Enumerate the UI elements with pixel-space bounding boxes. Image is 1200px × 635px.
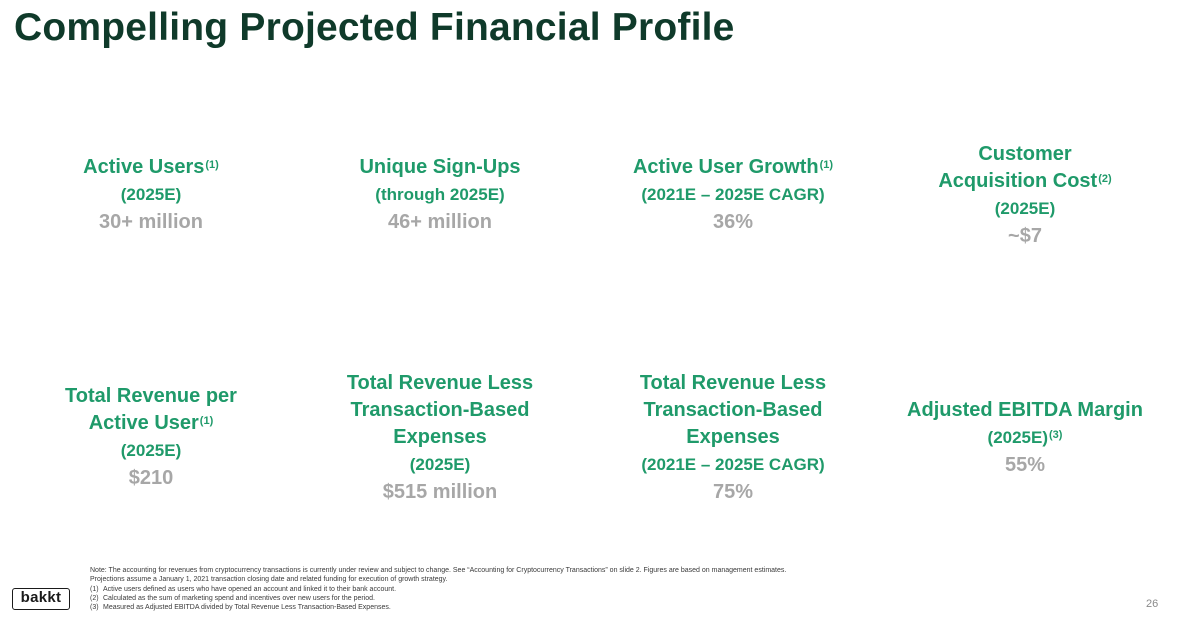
metric-revenue-per-user: Total Revenue per Active User(1) (2025E)… xyxy=(6,383,296,492)
footnote-item: (3) Measured as Adjusted EBITDA divided … xyxy=(90,603,1090,612)
metric-period: (2021E – 2025E CAGR) xyxy=(641,185,825,204)
page-title: Compelling Projected Financial Profile xyxy=(14,6,735,49)
metric-label: Active User Growth(1) xyxy=(632,156,834,178)
metric-label: Adjusted EBITDA Margin xyxy=(907,399,1143,421)
footnote-item: (2) Calculated as the sum of marketing s… xyxy=(90,594,1090,603)
metric-period: (2025E) xyxy=(120,185,182,204)
metric-active-users: Active Users(1) (2025E) 30+ million xyxy=(6,154,296,236)
metric-label-line: Total Revenue Less xyxy=(346,372,534,394)
metric-label-line: Active User(1) xyxy=(88,412,214,434)
metric-label-line: Expenses xyxy=(393,426,487,448)
metric-period: (2025E) xyxy=(994,199,1056,218)
note-line: Note: The accounting for revenues from c… xyxy=(90,567,787,574)
metric-label: Active Users(1) xyxy=(83,156,219,178)
footnote-number: (3) xyxy=(90,604,99,612)
footnote-number: (2) xyxy=(90,594,99,602)
metric-label-line: Total Revenue per xyxy=(65,385,237,407)
footnote-text: Measured as Adjusted EBITDA divided by T… xyxy=(103,604,391,612)
metric-value: $210 xyxy=(128,467,174,489)
metric-value: 36% xyxy=(712,211,754,233)
metric-value: 55% xyxy=(1004,454,1046,476)
metric-adjusted-ebitda-margin: Adjusted EBITDA Margin (2025E)(3) 55% xyxy=(880,397,1170,479)
metric-value: 46+ million xyxy=(388,211,492,233)
footnote-text: Calculated as the sum of marketing spend… xyxy=(103,594,375,602)
metric-period: (2021E – 2025E CAGR) xyxy=(641,455,825,474)
metric-label-line: Transaction-Based xyxy=(643,399,823,421)
metric-value: 75% xyxy=(712,481,754,503)
metric-label-line: Total Revenue Less xyxy=(639,372,827,394)
footnote-number: (1) xyxy=(90,585,99,593)
metric-label-line: Acquisition Cost(2) xyxy=(938,170,1112,192)
metric-label: Unique Sign-Ups xyxy=(359,156,521,178)
metric-value: ~$7 xyxy=(1008,225,1042,247)
metric-value: 30+ million xyxy=(99,211,203,233)
note-line: Projections assume a January 1, 2021 tra… xyxy=(90,576,448,584)
metric-revenue-less-expenses-cagr: Total Revenue Less Transaction-Based Exp… xyxy=(588,370,878,506)
metric-period: (through 2025E) xyxy=(375,185,505,204)
page-number: 26 xyxy=(1146,598,1159,610)
bakkt-logo: bakkt xyxy=(12,588,70,610)
metric-label-line: Customer xyxy=(978,143,1072,165)
metric-revenue-less-expenses: Total Revenue Less Transaction-Based Exp… xyxy=(295,370,585,506)
metric-period: (2025E)(3) xyxy=(987,428,1063,447)
metric-label-line: Transaction-Based xyxy=(350,399,530,421)
metric-active-user-growth: Active User Growth(1) (2021E – 2025E CAG… xyxy=(588,154,878,236)
footnotes: Note: The accounting for revenues from c… xyxy=(90,566,1090,612)
footnote-text: Active users defined as users who have o… xyxy=(103,585,397,593)
metric-label-line: Expenses xyxy=(686,426,780,448)
metric-customer-acquisition-cost: Customer Acquisition Cost(2) (2025E) ~$7 xyxy=(880,141,1170,250)
footnote-item: (1) Active users defined as users who ha… xyxy=(90,585,1090,594)
metric-period: (2025E) xyxy=(120,441,182,460)
metric-unique-sign-ups: Unique Sign-Ups (through 2025E) 46+ mill… xyxy=(295,154,585,236)
metric-value: $515 million xyxy=(382,481,498,503)
metric-period: (2025E) xyxy=(409,455,471,474)
